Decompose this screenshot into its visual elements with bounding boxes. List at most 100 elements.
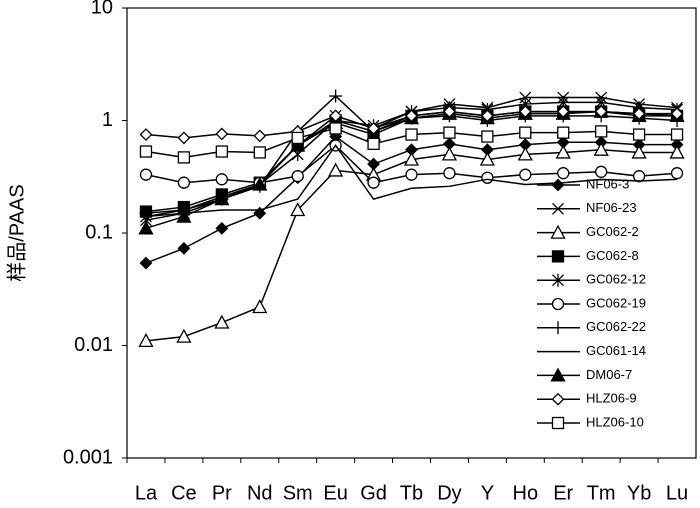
- marker-shape: [215, 221, 229, 235]
- marker-shape: [290, 137, 306, 152]
- x-tick-label: Sm: [283, 482, 313, 504]
- marker-shape: [441, 146, 458, 161]
- marker: [480, 109, 494, 123]
- marker: [215, 145, 228, 158]
- marker-shape: [252, 176, 268, 191]
- x-tick-label: Dy: [437, 482, 461, 504]
- x-tick-label: Eu: [323, 482, 347, 504]
- marker-shape: [519, 126, 532, 139]
- marker: [367, 176, 380, 189]
- marker-shape: [557, 126, 570, 139]
- marker: [328, 162, 344, 177]
- series-line: [145, 144, 678, 218]
- marker: [443, 167, 456, 180]
- marker-shape: [594, 105, 608, 119]
- marker: [551, 178, 565, 192]
- marker: [177, 241, 191, 255]
- marker: [367, 137, 380, 151]
- marker-shape: [215, 173, 228, 186]
- y-tick-label: 1: [102, 109, 113, 131]
- marker-shape: [291, 170, 304, 183]
- marker: [139, 206, 153, 220]
- marker: [329, 122, 342, 135]
- marker: [329, 109, 343, 123]
- marker-shape: [480, 109, 494, 123]
- marker: [367, 122, 380, 135]
- x-tick-label: Er: [553, 482, 573, 504]
- legend-label: GC062-22: [586, 319, 646, 334]
- marker: [215, 221, 229, 235]
- marker: [253, 129, 267, 143]
- marker: [552, 202, 564, 215]
- marker: [252, 299, 268, 314]
- marker-shape: [405, 168, 418, 181]
- marker-shape: [443, 167, 456, 180]
- marker: [551, 392, 565, 406]
- marker: [669, 144, 685, 159]
- marker-shape: [632, 170, 646, 183]
- marker-shape: [176, 328, 192, 343]
- marker: [594, 105, 608, 119]
- marker: [519, 126, 532, 139]
- marker: [405, 128, 418, 141]
- marker: [139, 128, 153, 141]
- marker: [550, 367, 566, 382]
- legend-label: NF06-3: [586, 176, 629, 191]
- marker-shape: [405, 128, 418, 141]
- marker: [252, 176, 268, 191]
- marker-shape: [670, 107, 684, 121]
- marker-shape: [290, 202, 306, 217]
- x-tick-label: Tm: [587, 482, 616, 504]
- marker-shape: [556, 105, 570, 119]
- marker: [139, 256, 153, 270]
- marker: [632, 170, 646, 183]
- x-tick-label: Pr: [212, 482, 232, 504]
- marker-shape: [403, 151, 420, 166]
- marker: [551, 250, 565, 263]
- marker-shape: [176, 208, 192, 223]
- y-tick-label: 0.1: [85, 221, 113, 243]
- x-tick-label: Ce: [171, 482, 197, 504]
- marker-shape: [551, 416, 565, 430]
- marker: [481, 130, 494, 143]
- marker: [518, 105, 532, 119]
- marker: [481, 171, 494, 184]
- marker: [290, 202, 306, 217]
- x-tick-label: Lu: [666, 482, 688, 504]
- marker: [517, 146, 533, 161]
- legend-label: GC062-8: [586, 248, 639, 263]
- marker-shape: [177, 176, 191, 189]
- x-tick-label: Gd: [360, 482, 387, 504]
- legend-label: HLZ06-9: [586, 391, 637, 406]
- x-tick-label: Ho: [513, 482, 539, 504]
- marker-shape: [138, 220, 154, 235]
- legend-label: DM06-7: [586, 367, 632, 382]
- marker: [291, 170, 304, 183]
- marker-shape: [481, 171, 494, 184]
- marker: [479, 151, 495, 166]
- marker: [595, 165, 608, 178]
- marker-shape: [329, 109, 343, 123]
- marker-shape: [253, 129, 267, 143]
- marker-shape: [291, 131, 304, 145]
- marker-shape: [669, 144, 685, 159]
- marker-shape: [550, 224, 566, 239]
- marker: [177, 151, 191, 164]
- marker-shape: [329, 122, 342, 135]
- marker-shape: [481, 130, 494, 143]
- y-axis-label: 样品/PAAS: [5, 184, 28, 281]
- legend-label: NF06-23: [586, 200, 637, 215]
- marker: [403, 151, 420, 166]
- marker-shape: [139, 145, 153, 158]
- marker-shape: [214, 314, 230, 329]
- marker-shape: [215, 145, 228, 158]
- marker: [551, 416, 565, 430]
- marker: [215, 127, 229, 141]
- marker-shape: [367, 122, 380, 135]
- marker-shape: [551, 297, 565, 311]
- marker-shape: [632, 107, 646, 121]
- marker: [556, 105, 570, 119]
- x-tick-label: Y: [481, 482, 494, 504]
- marker: [631, 144, 647, 159]
